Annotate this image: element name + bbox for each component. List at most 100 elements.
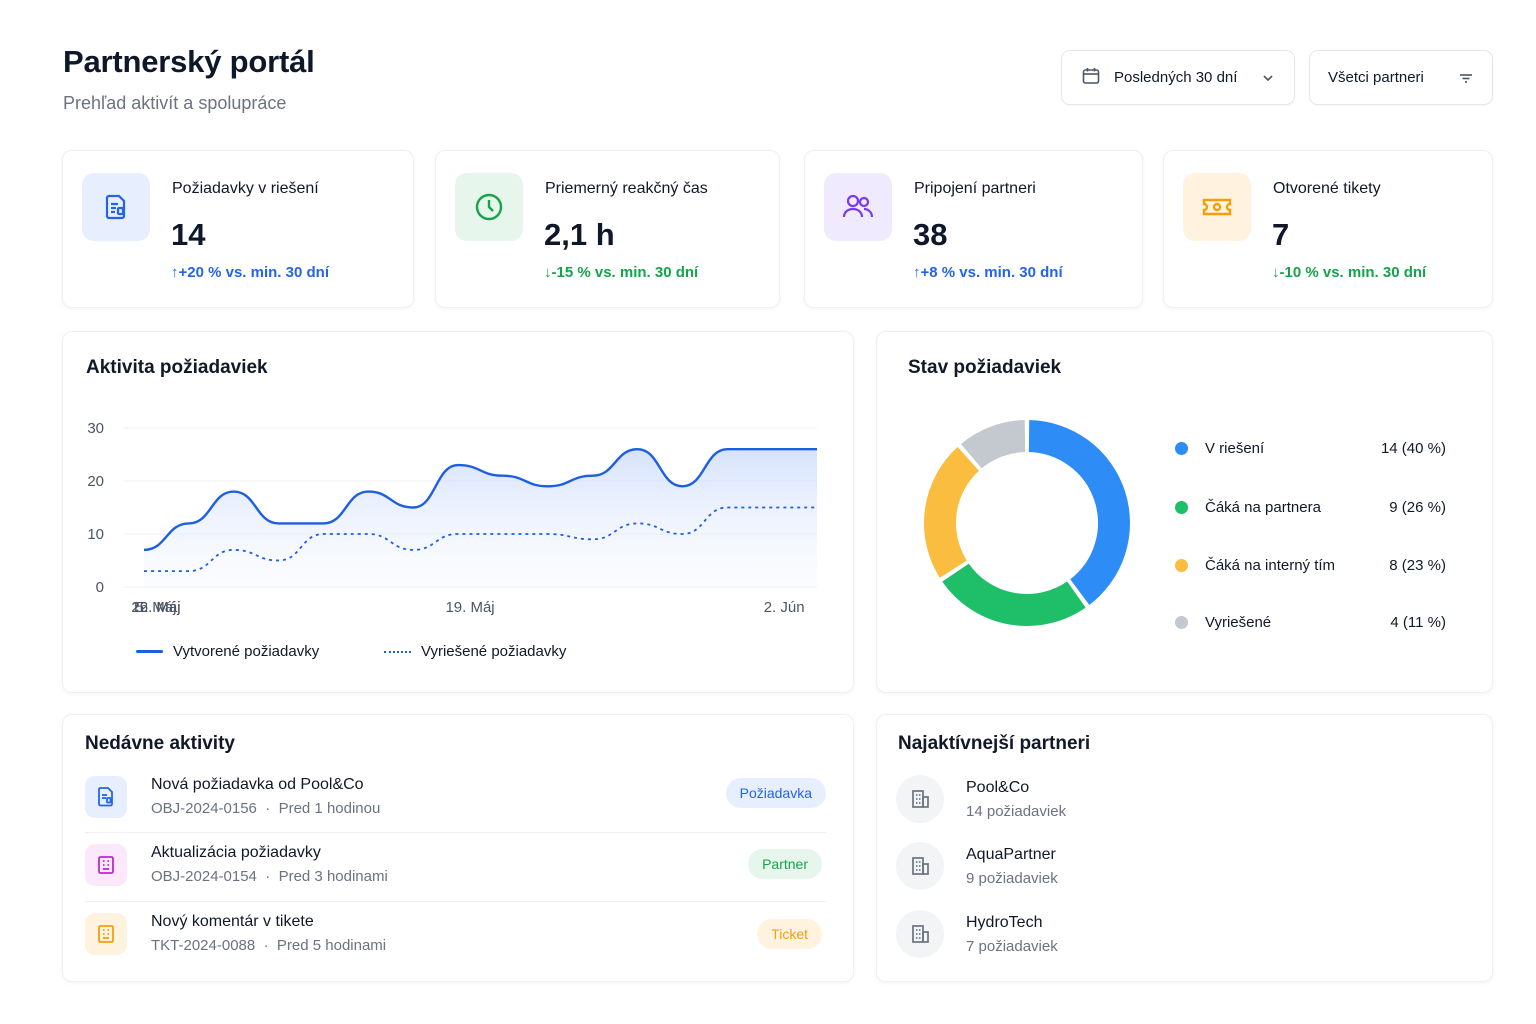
y-tick-label: 20 — [87, 473, 104, 490]
donut-slice[interactable] — [958, 417, 1028, 472]
data-point-resolved — [456, 532, 459, 535]
dotted-line-swatch — [384, 650, 411, 653]
data-point-created — [591, 474, 594, 477]
x-tick-label: 26. Máj — [131, 599, 180, 616]
activity-chart-title: Aktivita požiadaviek — [86, 357, 268, 378]
clock-icon — [455, 173, 523, 241]
recent-activities-card — [62, 714, 854, 982]
data-point-resolved — [591, 538, 594, 541]
solid-line-swatch — [136, 650, 163, 653]
data-point-resolved — [771, 506, 774, 509]
partner-name: HydroTech — [966, 914, 1043, 931]
date-range-dropdown[interactable]: Posledných 30 dní — [1061, 50, 1295, 105]
date-range-label: Posledných 30 dní — [1114, 69, 1238, 86]
kpi-card-tickets[interactable]: Otvorené tikety 7 ↓-10 % vs. min. 30 dní — [1163, 150, 1493, 308]
badge-request: Požiadavka — [725, 778, 826, 808]
arrow-down-icon: ↓ — [544, 264, 552, 281]
series-line-resolved — [144, 506, 817, 572]
y-tick-label: 30 — [87, 420, 104, 437]
data-point-created — [277, 522, 280, 525]
data-point-created — [546, 485, 549, 488]
data-point-resolved — [815, 506, 818, 509]
donut-slice[interactable] — [1026, 417, 1132, 608]
activity-meta: OBJ-2024-0156 · Pred 1 hodinou — [151, 800, 381, 817]
calendar-icon — [1081, 66, 1101, 90]
legend-item: Vyriešené — [1175, 614, 1271, 631]
activity-title: Aktualizácia požiadavky — [151, 844, 321, 861]
data-point-resolved — [277, 559, 280, 562]
kpi-value: 38 — [913, 217, 948, 252]
partner-item[interactable]: HydroTech 7 požiadaviek — [896, 910, 1456, 970]
data-point-created — [815, 448, 818, 451]
ticket-icon — [1183, 173, 1251, 241]
legend-created: Vytvorené požiadavky — [136, 643, 319, 660]
recent-activities-title: Nedávne aktivity — [85, 733, 235, 754]
activity-meta: OBJ-2024-0154 · Pred 3 hodinami — [151, 868, 388, 885]
badge-partner: Partner — [748, 849, 822, 879]
building-icon — [896, 775, 944, 823]
y-tick-label: 0 — [96, 579, 104, 596]
legend-label: V riešení — [1205, 440, 1265, 457]
users-icon — [824, 173, 892, 241]
x-tick-label: 19. Máj — [445, 599, 494, 616]
data-point-created — [322, 522, 325, 525]
kpi-label: Pripojení partneri — [914, 180, 1036, 197]
badge-ticket: Ticket — [757, 919, 822, 949]
area-fill-created — [144, 449, 817, 587]
partner-item[interactable]: AquaPartner 9 požiadaviek — [896, 842, 1456, 902]
donut-slice[interactable] — [939, 560, 1089, 628]
partner-filter-dropdown[interactable]: Všetci partneri — [1309, 50, 1493, 105]
top-partners-card — [876, 714, 1493, 982]
chevron-down-icon — [1260, 70, 1276, 90]
legend-label: Vyriešené — [1205, 614, 1272, 631]
legend-dot — [1175, 501, 1188, 514]
kpi-change: ↑+8 % vs. min. 30 dní — [913, 264, 1063, 281]
data-point-resolved — [367, 532, 370, 535]
data-point-resolved — [501, 532, 504, 535]
activity-title: Nový komentár v tikete — [151, 913, 314, 930]
legend-dot — [1175, 616, 1188, 629]
legend-dot — [1175, 442, 1188, 455]
activity-item[interactable]: Aktualizácia požiadavky OBJ-2024-0154 · … — [85, 838, 826, 904]
data-point-resolved — [546, 532, 549, 535]
data-point-created — [456, 464, 459, 467]
building-icon — [896, 910, 944, 958]
data-point-resolved — [636, 522, 639, 525]
legend-label: Čáká na partnera — [1205, 499, 1321, 516]
data-point-created — [142, 548, 145, 551]
legend-value: 4 (11 %) — [1390, 614, 1446, 631]
building-icon — [896, 842, 944, 890]
kpi-card-partners[interactable]: Pripojení partneri 38 ↑+8 % vs. min. 30 … — [804, 150, 1143, 308]
document-icon — [82, 173, 150, 241]
data-point-created — [681, 485, 684, 488]
legend-resolved: Vyriešené požiadavky — [384, 643, 566, 660]
data-point-resolved — [412, 548, 415, 551]
kpi-card-requests[interactable]: Požiadavky v riešení 14 ↑+20 % vs. min. … — [62, 150, 414, 308]
document-icon — [85, 776, 127, 818]
arrow-up-icon: ↑ — [913, 264, 921, 281]
arrow-up-icon: ↑ — [171, 264, 179, 281]
activity-item[interactable]: Nový komentár v tikete TKT-2024-0088 · P… — [85, 907, 826, 973]
partner-filter-label: Všetci partneri — [1328, 69, 1424, 86]
activity-meta: TKT-2024-0088 · Pred 5 hodinami — [151, 937, 387, 954]
partner-count: 9 požiadaviek — [966, 870, 1058, 887]
page-subtitle: Prehľad aktivít a spolupráce — [63, 93, 287, 113]
kpi-card-response-time[interactable]: Priemerný reakčný čas 2,1 h ↓-15 % vs. m… — [435, 150, 780, 308]
legend-label: Čáká na interný tím — [1205, 557, 1336, 574]
donut-slice[interactable] — [922, 444, 982, 581]
data-point-resolved — [726, 506, 729, 509]
partner-item[interactable]: Pool&Co 14 požiadaviek — [896, 775, 1456, 835]
divider — [85, 832, 826, 833]
divider — [85, 901, 826, 902]
status-donut-chart — [922, 417, 1132, 628]
activity-item[interactable]: Nová požiadavka od Pool&Co OBJ-2024-0156… — [85, 770, 826, 836]
data-point-created — [232, 490, 235, 493]
series-line-created — [143, 447, 817, 552]
y-tick-label: 10 — [87, 526, 104, 543]
activity-title: Nová požiadavka od Pool&Co — [151, 776, 364, 793]
legend-dot — [1175, 559, 1188, 572]
kpi-value: 7 — [1272, 217, 1290, 252]
building-icon — [85, 844, 127, 886]
partner-count: 14 požiadaviek — [966, 803, 1067, 820]
kpi-label: Otvorené tikety — [1273, 180, 1381, 197]
